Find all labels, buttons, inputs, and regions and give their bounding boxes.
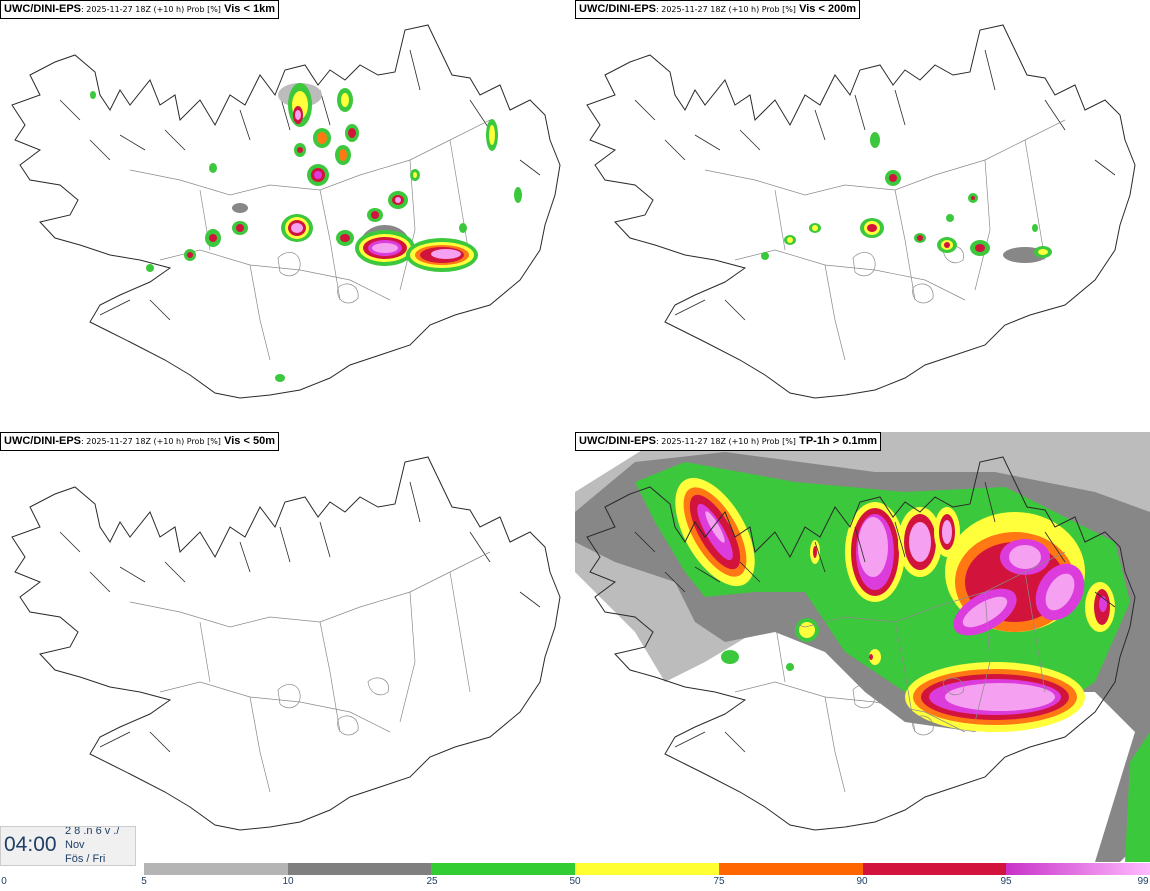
legend-segment: [287, 863, 432, 875]
map-panel-vis-50m: UWC/DINI-EPS: 2025-11-27 18Z (+10 h) Pro…: [0, 432, 575, 862]
iceland-map: [575, 432, 1150, 862]
legend-segment: [431, 863, 576, 875]
panel-variable: Vis < 1km: [224, 3, 275, 15]
legend-tick-label: 99: [1137, 876, 1149, 887]
valid-time-clock: 04:00: [4, 833, 57, 856]
legend-tick-label: 25: [426, 876, 438, 887]
legend-segment: [862, 863, 1007, 875]
legend-tick-label: 0: [1, 876, 7, 887]
probability-blobs: [90, 83, 522, 382]
panel-source: UWC/DINI-EPS: [579, 435, 656, 447]
valid-time-weekday: Fös / Fri: [65, 853, 106, 865]
legend-segment: [144, 863, 288, 875]
panel-title: UWC/DINI-EPS: 2025-11-27 18Z (+10 h) Pro…: [0, 432, 279, 451]
panel-source: UWC/DINI-EPS: [4, 3, 81, 15]
legend-ticks: 0 5 10 25 50 75 90 95 99: [0, 876, 1150, 891]
valid-time-month: Nov: [65, 839, 85, 851]
iceland-map: [586, 24, 1136, 399]
iceland-map: [11, 456, 561, 831]
panel-title: UWC/DINI-EPS: 2025-11-27 18Z (+10 h) Pro…: [575, 432, 882, 451]
iceland-map: [11, 24, 561, 399]
panel-meta: : 2025-11-27 18Z (+10 h) Prob [%]: [656, 437, 796, 446]
legend-colorbar: [144, 863, 1150, 875]
panel-meta: : 2025-11-27 18Z (+10 h) Prob [%]: [656, 5, 796, 14]
legend-tick-label: 10: [282, 876, 294, 887]
map-panel-vis-1km: UWC/DINI-EPS: 2025-11-27 18Z (+10 h) Pro…: [0, 0, 575, 430]
panel-variable: Vis < 200m: [799, 3, 857, 15]
precip-field: [575, 432, 1150, 862]
legend-tick-label: 5: [141, 876, 147, 887]
valid-time-box: 04:00 2 8 .n 6 v ./ Nov Fös / Fri: [0, 826, 136, 866]
legend-tick-label: 75: [713, 876, 725, 887]
map-panel-vis-200m: UWC/DINI-EPS: 2025-11-27 18Z (+10 h) Pro…: [575, 0, 1150, 430]
panel-meta: : 2025-11-27 18Z (+10 h) Prob [%]: [81, 5, 221, 14]
legend-tick-label: 95: [1000, 876, 1012, 887]
panel-meta: : 2025-11-27 18Z (+10 h) Prob [%]: [81, 437, 221, 446]
legend-tick-label: 90: [856, 876, 868, 887]
legend-segment: [718, 863, 863, 875]
panel-title: UWC/DINI-EPS: 2025-11-27 18Z (+10 h) Pro…: [0, 0, 279, 19]
panel-variable: Vis < 50m: [224, 435, 275, 447]
probability-blobs: [761, 132, 1052, 263]
valid-time-day: 2 8 .n 6 v ./: [65, 826, 120, 837]
legend-segment: [575, 863, 719, 875]
panel-source: UWC/DINI-EPS: [579, 3, 656, 15]
legend-segment: [1006, 863, 1150, 875]
panel-variable: TP-1h > 0.1mm: [799, 435, 878, 447]
map-panel-precip: UWC/DINI-EPS: 2025-11-27 18Z (+10 h) Pro…: [575, 432, 1150, 862]
legend-tick-label: 50: [569, 876, 581, 887]
panel-source: UWC/DINI-EPS: [4, 435, 81, 447]
panel-title: UWC/DINI-EPS: 2025-11-27 18Z (+10 h) Pro…: [575, 0, 861, 19]
